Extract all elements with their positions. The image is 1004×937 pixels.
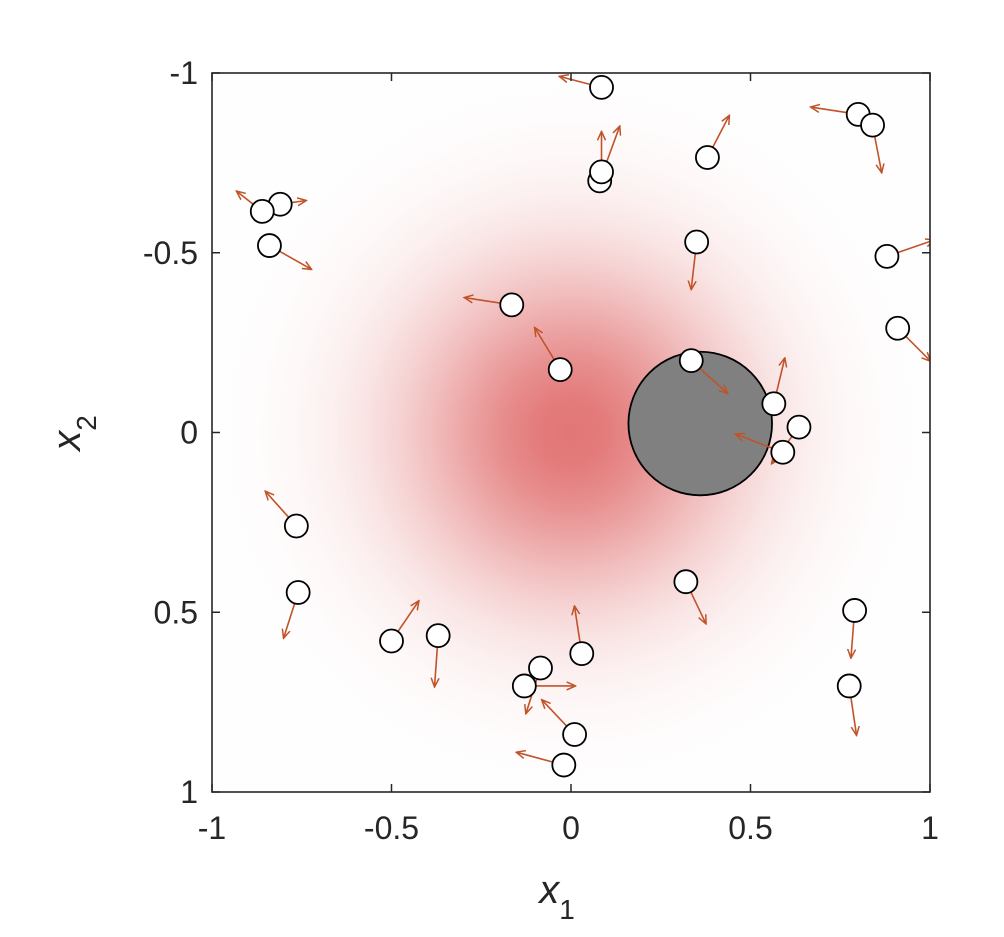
particle-9: [684, 229, 710, 255]
x-tick-label-1: -0.5: [364, 810, 419, 846]
particle-4: [589, 159, 614, 185]
particle-22: [379, 628, 404, 654]
particle-0: [589, 74, 614, 100]
x-tick-label-0: -1: [198, 810, 226, 846]
y-tick-label-0: -1: [170, 55, 198, 91]
obstacle-disk: [627, 350, 773, 497]
particle-28: [562, 722, 587, 747]
particle-26: [511, 673, 537, 699]
particle-16: [786, 414, 812, 440]
particle-18: [283, 513, 309, 539]
y-tick-label-4: 1: [180, 774, 198, 810]
particles-layer: [237, 74, 930, 778]
x-axis-label: x1: [537, 868, 575, 925]
x-tick-label-4: 1: [921, 810, 939, 846]
particle-2: [860, 112, 885, 138]
particle-20: [673, 569, 699, 595]
y-axis-label: x2: [45, 415, 102, 453]
density-field: [212, 73, 930, 792]
y-tick-label-3: 0.5: [154, 594, 198, 630]
particle-23: [425, 623, 451, 649]
particle-17: [770, 439, 796, 465]
particle-8: [257, 233, 282, 258]
particle-12: [885, 315, 911, 341]
y-tick-label-2: 0: [180, 415, 198, 451]
particle-29: [551, 752, 577, 778]
particle-11: [499, 292, 525, 318]
particle-13: [547, 357, 573, 382]
particle-24: [569, 641, 595, 666]
obstacle-circle: [627, 350, 773, 497]
particle-27: [836, 673, 862, 699]
particle-7: [249, 199, 275, 224]
x-tick-label-2: 0: [562, 810, 580, 846]
y-axis-ticks: -1 -0.5 0 0.5 1: [143, 55, 930, 810]
particle-10: [874, 243, 900, 269]
x-axis-ticks: -1 -0.5 0 0.5 1: [198, 73, 939, 846]
particle-markers: [249, 74, 911, 778]
particle-5: [695, 145, 720, 170]
density-gradient-fill: [212, 73, 930, 792]
particle-25: [528, 655, 553, 681]
particle-15: [761, 391, 787, 417]
particle-19: [285, 580, 311, 605]
y-tick-label-1: -0.5: [143, 235, 198, 271]
x-tick-label-3: 0.5: [728, 810, 772, 846]
particle-21: [842, 598, 868, 623]
particle-14: [678, 348, 704, 374]
